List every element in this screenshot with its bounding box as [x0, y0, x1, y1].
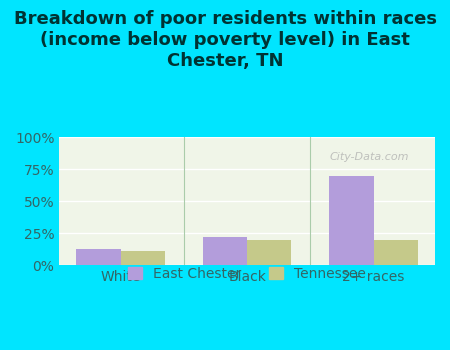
Bar [374, 239, 418, 265]
Text: Breakdown of poor residents within races
(income below poverty level) in East
Ch: Breakdown of poor residents within races… [14, 10, 436, 70]
Bar [329, 175, 373, 265]
Bar [121, 251, 165, 265]
Bar [76, 248, 121, 265]
Bar [247, 239, 292, 265]
Text: City-Data.com: City-Data.com [330, 153, 410, 162]
Bar [203, 237, 247, 265]
Legend: East Chester, Tennessee: East Chester, Tennessee [123, 261, 372, 286]
